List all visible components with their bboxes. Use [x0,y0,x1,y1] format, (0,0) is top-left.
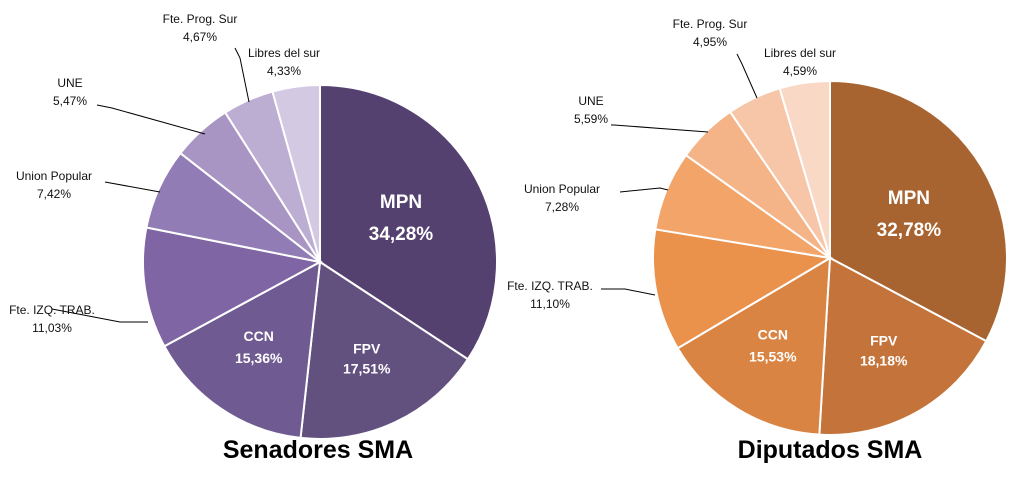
senadores-value-mpn: 34,28% [369,224,434,245]
diputados-slice-fte-izq-trab [652,228,833,350]
senadores-label-fte-prog-sur: Fte. Prog. Sur [163,12,238,26]
senadores-leader-union-popular [104,181,161,193]
senadores-value-une: 5,47% [53,94,87,108]
senadores-label-fte-izq-trab: Fte. IZQ. TRAB. [9,303,95,317]
senadores-slice-libres-del-sur [271,83,321,263]
senadores-label-ccn: CCN [244,328,274,344]
diputados-label-fpv: FPV [870,333,898,349]
senadores-slice-fpv [299,260,470,440]
diputados-label-mpn: MPN [888,188,930,209]
senadores-label-union-popular: Union Popular [16,169,92,183]
diputados-slice-mpn [829,79,1008,343]
senadores-leader-fte-prog-sur [234,47,250,103]
senadores-pie: MPN 34,28% FPV 17,51% CCN 15,36% Fte. IZQ. TRA… [9,12,498,440]
diputados-label-fte-prog-sur: Fte. Prog. Sur [673,17,748,31]
diputados-value-ccn: 15,53% [749,349,797,365]
senadores-label-mpn: MPN [380,192,422,213]
diputados-leader-union-popular [619,187,669,193]
senadores-label-une: UNE [57,76,82,90]
senadores-slice-fte-izq-trab [142,226,323,348]
senadores-leader-une [96,104,206,135]
diputados-value-une: 5,59% [574,112,608,126]
diputados-leader-fte-izq-trab [601,288,656,296]
senadores-value-fte-prog-sur: 4,67% [183,30,217,44]
senadores-value-fpv: 17,51% [343,360,391,376]
diputados-leader-fte-prog-sur [736,53,758,99]
senadores-label-fpv: FPV [353,340,381,356]
senadores-value-libres-del-sur: 4,33% [267,64,301,78]
senadores-slice-ccn [162,260,322,440]
diputados-label-une: UNE [578,94,603,108]
senadores-label-libres-del-sur: Libres del sur [248,46,320,60]
diputados-slice-libres-del-sur [778,79,831,259]
diputados-slice-fpv [818,256,988,437]
diputados-label-libres-del-sur: Libres del sur [764,46,836,60]
senadores-value-ccn: 15,36% [235,350,283,366]
senadores-value-union-popular: 7,42% [37,187,71,201]
diputados-value-fte-izq-trab: 11,10% [530,297,570,311]
senadores-chart-title: Senadores SMA [222,436,414,464]
senadores-leader-fte-izq-trab [51,308,148,323]
diputados-leader-une [611,124,709,133]
diputados-value-fte-prog-sur: 4,95% [693,35,727,49]
diputados-pie: MPN 32,78% FPV 18,18% CCN 15,53% Fte. IZQ. TRA… [507,17,1008,437]
diputados-value-fpv: 18,18% [860,353,908,369]
diputados-value-union-popular: 7,28% [545,200,579,214]
senadores-value-fte-izq-trab: 11,03% [32,321,72,335]
diputados-label-fte-izq-trab: Fte. IZQ. TRAB. [507,279,593,293]
diputados-slice-ccn [676,256,832,436]
diputados-value-mpn: 32,78% [877,220,942,241]
diputados-label-ccn: CCN [758,327,788,343]
diputados-value-libres-del-sur: 4,59% [783,64,817,78]
diputados-chart-title: Diputados SMA [737,436,923,464]
diputados-label-union-popular: Union Popular [524,182,600,196]
